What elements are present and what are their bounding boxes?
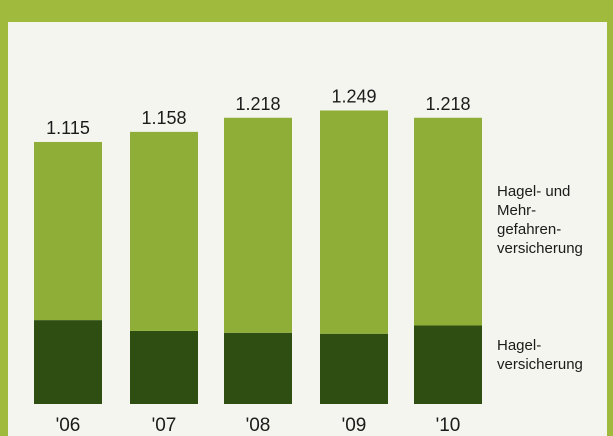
x-tick-label-3: '09	[342, 415, 367, 436]
x-tick-label-1: '07	[152, 415, 177, 436]
total-label-3: 1.249	[331, 86, 376, 106]
total-labels-group: 1.115 1.158 1.218 1.249 1.218	[46, 86, 470, 137]
total-label-0: 1.115	[46, 118, 90, 138]
header-band	[0, 0, 613, 22]
total-label-4: 1.218	[425, 94, 470, 114]
x-tick-labels-group: '06 '07 '08 '09 '10	[56, 415, 461, 436]
legend-label-mehrgefahren-line-0: Hagel- und	[497, 183, 570, 200]
legend-label-hagel-line-1: versicherung	[497, 356, 583, 373]
x-tick-label-0: '06	[56, 415, 81, 436]
legend-group: Hagel- und Mehr-gefahren-versicherung Hage…	[497, 183, 583, 373]
bar-segment-hagel-4	[414, 325, 482, 404]
total-label-1: 1.158	[141, 108, 186, 128]
bar-segment-mehrgefahren-1	[130, 131, 198, 331]
legend-label-hagel-line-0: Hagel-	[497, 337, 541, 354]
bar-segment-mehrgefahren-2	[224, 117, 292, 333]
legend-label-mehrgefahren-line-3: versicherung	[497, 240, 583, 257]
legend-label-mehrgefahren-line-2: gefahren-	[497, 221, 561, 238]
legend-label-mehrgefahren-line-1: Mehr-	[497, 202, 536, 219]
bar-segment-hagel-2	[224, 332, 292, 404]
bar-segment-hagel-0	[34, 320, 102, 404]
x-tick-label-2: '08	[246, 415, 271, 436]
bars-group	[34, 110, 482, 404]
total-label-2: 1.218	[235, 94, 280, 114]
bar-segment-mehrgefahren-0	[34, 141, 102, 321]
bar-segment-mehrgefahren-4	[414, 117, 482, 326]
bar-segment-hagel-1	[130, 330, 198, 404]
bar-segment-hagel-3	[320, 333, 388, 404]
x-tick-label-4: '10	[436, 415, 461, 436]
bar-segment-mehrgefahren-3	[320, 110, 388, 334]
